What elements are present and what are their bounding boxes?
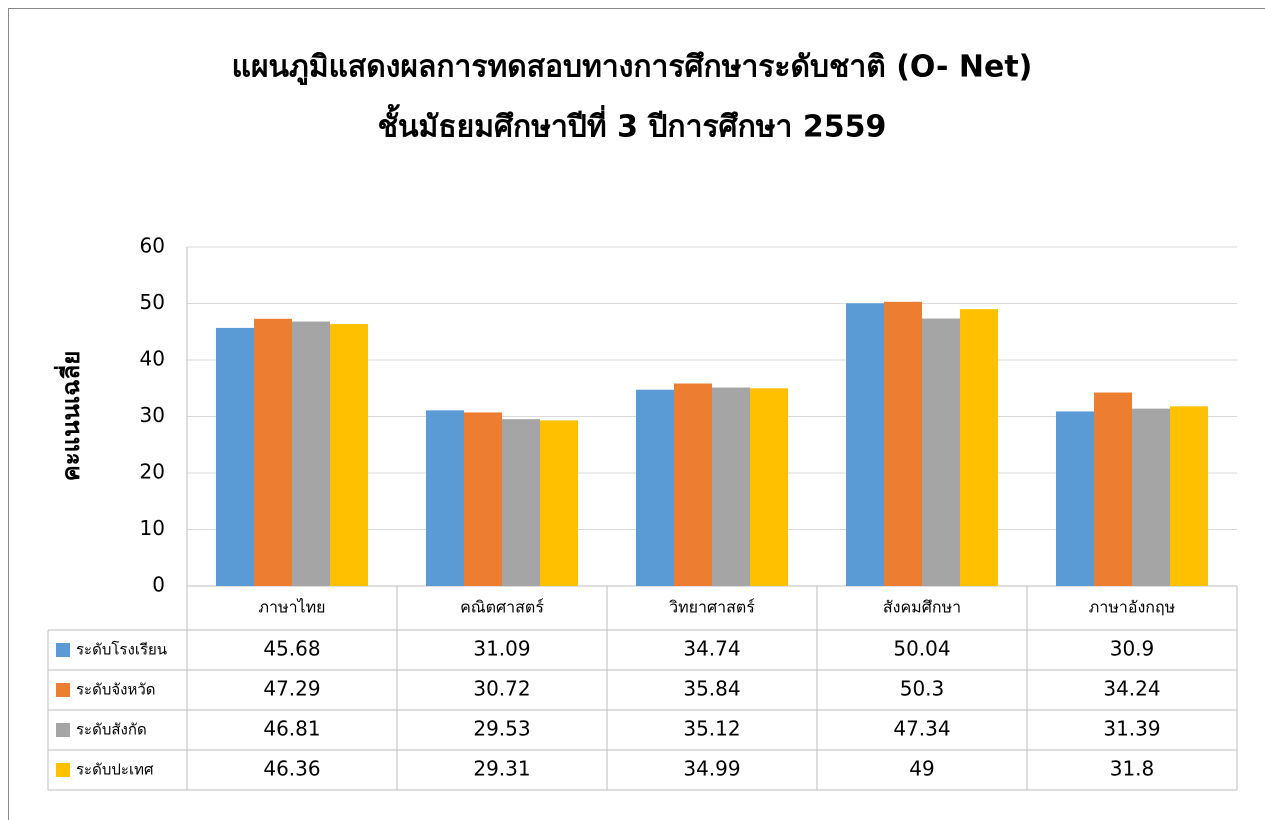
table-value: 50.04 [893, 637, 950, 661]
legend-label: ระดับปะเทศ [76, 761, 154, 779]
table-value: 47.34 [893, 717, 950, 741]
bar [1094, 392, 1132, 586]
table-value: 30.9 [1110, 637, 1155, 661]
y-tick-label: 60 [140, 234, 165, 258]
bar [922, 318, 960, 586]
bar [254, 318, 292, 586]
bar [330, 324, 368, 586]
y-tick-label: 30 [140, 403, 165, 427]
table-value: 30.72 [473, 677, 530, 701]
bar [540, 420, 578, 586]
bar [502, 419, 540, 586]
table-value: 45.68 [263, 637, 320, 661]
bar [636, 389, 674, 586]
bar [426, 410, 464, 586]
x-tick-label: ภาษาไทย [258, 598, 325, 617]
table-value: 46.81 [263, 717, 320, 741]
bar [464, 412, 502, 586]
x-tick-label: ภาษาอังกฤษ [1089, 598, 1175, 617]
chart-title: แผนภูมิแสดงผลการทดสอบทางการศึกษาระดับชาต… [232, 50, 1033, 86]
y-tick-label: 0 [152, 573, 165, 597]
bar [884, 301, 922, 586]
x-tick-label: สังคมศึกษา [883, 598, 961, 617]
legend-swatch [56, 683, 70, 697]
bar [1132, 408, 1170, 586]
bar [1170, 406, 1208, 586]
table-value: 50.3 [900, 677, 945, 701]
bar [960, 309, 998, 586]
bar [1056, 411, 1094, 586]
legend-label: ระดับสังกัด [76, 721, 147, 739]
chart-subtitle: ชั้นมัธยมศึกษาปีที่ 3 ปีการศึกษา 2559 [378, 104, 887, 145]
legend-label: ระดับจังหวัด [76, 681, 156, 699]
bar [846, 303, 884, 586]
table-value: 34.74 [683, 637, 740, 661]
bar [292, 321, 330, 586]
table-value: 31.39 [1103, 717, 1160, 741]
y-tick-label: 20 [140, 460, 165, 484]
legend-swatch [56, 723, 70, 737]
table-value: 29.53 [473, 717, 530, 741]
x-tick-label: วิทยาศาสตร์ [669, 598, 755, 617]
legend-label: ระดับโรงเรียน [76, 641, 167, 659]
bar [216, 327, 254, 586]
table-value: 46.36 [263, 757, 320, 781]
bar [674, 383, 712, 586]
table-value: 31.09 [473, 637, 530, 661]
y-tick-label: 40 [140, 347, 165, 371]
bar [750, 388, 788, 586]
table-value: 31.8 [1110, 757, 1155, 781]
y-tick-label: 50 [140, 290, 165, 314]
y-axis-label: คะแนนเฉลี่ย [53, 351, 85, 482]
table-value: 29.31 [473, 757, 530, 781]
table-value: 34.24 [1103, 677, 1160, 701]
x-tick-label: คณิตศาสตร์ [460, 598, 544, 617]
table-value: 34.99 [683, 757, 740, 781]
bar [712, 387, 750, 586]
legend-swatch [56, 643, 70, 657]
table-value: 47.29 [263, 677, 320, 701]
table-value: 35.12 [683, 717, 740, 741]
legend-swatch [56, 763, 70, 777]
table-value: 49 [909, 757, 934, 781]
table-value: 35.84 [683, 677, 740, 701]
y-tick-label: 10 [140, 516, 165, 540]
